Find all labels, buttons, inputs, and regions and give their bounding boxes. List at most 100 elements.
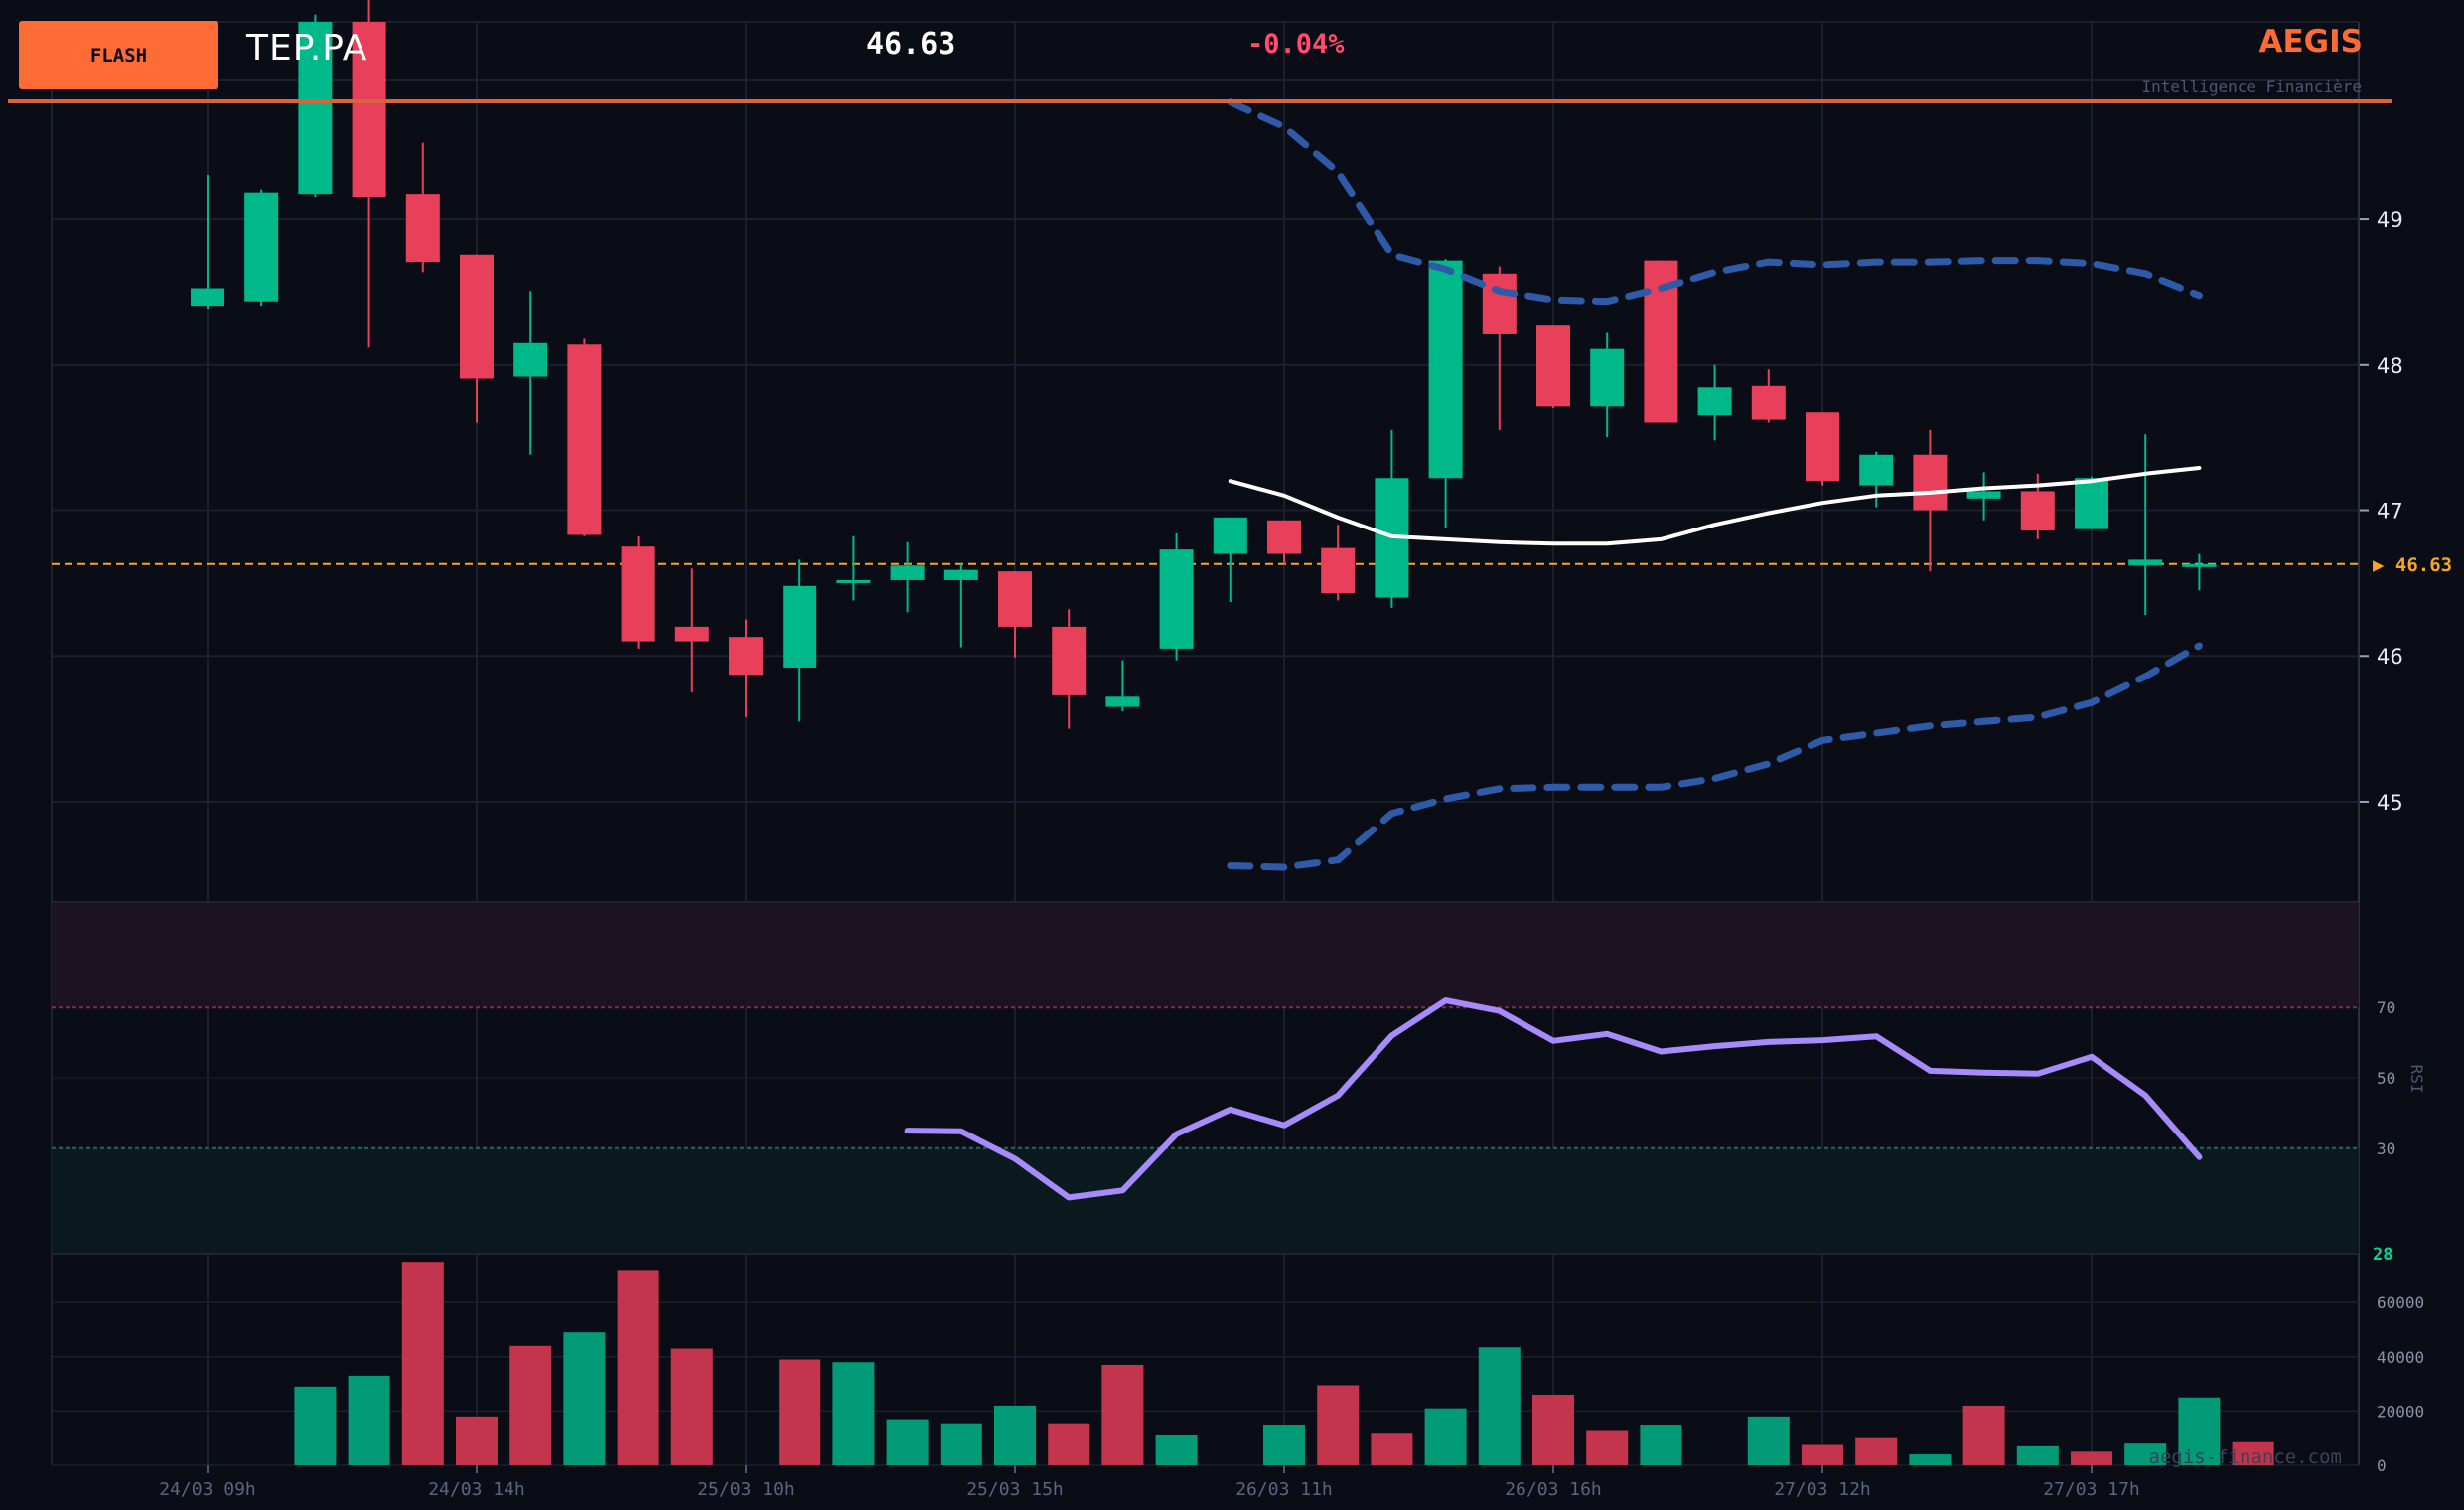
candle-body <box>244 192 279 302</box>
brand-logo: AEGIS <box>2258 24 2363 60</box>
volume-tick-label: 20000 <box>2377 1402 2424 1421</box>
volume-tick-label: 40000 <box>2377 1348 2424 1367</box>
candle-body <box>1913 454 1948 511</box>
candle-body <box>1105 696 1140 707</box>
rsi-tick-label: 30 <box>2377 1139 2395 1158</box>
rsi-last-value: 28 <box>2373 1245 2392 1265</box>
price-tick-label: 45 <box>2377 791 2403 815</box>
candle-body <box>1482 273 1517 334</box>
volume-bar <box>1478 1347 1521 1465</box>
candle-body <box>1806 412 1839 482</box>
candle-body <box>674 626 709 642</box>
volume-bar <box>670 1348 713 1465</box>
x-tick-label: 24/03 14h <box>428 1479 525 1500</box>
volume-bar <box>2178 1397 2221 1465</box>
volume-bar <box>1747 1416 1790 1465</box>
price-tick-label: 49 <box>2377 208 2403 231</box>
bollinger-lower-line <box>1227 642 2203 871</box>
candle-body <box>783 585 817 668</box>
candle-body <box>2075 478 2108 529</box>
volume-bar <box>294 1386 337 1465</box>
price-tick-label: 46 <box>2377 645 2403 669</box>
volume-bar <box>779 1359 821 1465</box>
flash-badge: FLASH <box>19 21 218 89</box>
candle-body <box>836 579 871 583</box>
volume-bar <box>2232 1441 2274 1465</box>
ticker-symbol: TEP.PA <box>246 28 368 69</box>
volume-bar <box>1802 1444 1843 1465</box>
x-tick-label: 25/03 15h <box>966 1479 1064 1500</box>
volume-bar <box>509 1345 552 1465</box>
candle-body <box>352 22 386 198</box>
rsi-tick-label: 50 <box>2377 1069 2395 1088</box>
volume-bar <box>1586 1430 1629 1465</box>
x-tick-label: 24/03 09h <box>159 1479 256 1500</box>
candle-body <box>191 288 224 307</box>
candle-body <box>1697 387 1732 416</box>
candle-body <box>998 571 1032 627</box>
volume-bar <box>1855 1437 1898 1465</box>
rsi-overbought-zone <box>52 902 2359 1008</box>
volume-bar <box>401 1262 444 1465</box>
watermark: aegis-finance.com <box>2149 1446 2342 1468</box>
rsi-line <box>904 997 2203 1201</box>
candle-body <box>460 254 494 379</box>
candle-body <box>1428 260 1463 479</box>
volume-bar <box>2071 1451 2112 1465</box>
price-change: -0.04% <box>1247 29 1345 60</box>
volume-bar <box>1263 1425 1305 1465</box>
candle-body <box>1751 385 1786 420</box>
current-price: 46.63 <box>866 27 956 62</box>
volume-bar <box>1317 1385 1360 1465</box>
volume-bar <box>1640 1425 1682 1465</box>
volume-bar <box>1101 1364 1144 1465</box>
candle-body <box>729 637 763 676</box>
volume-bar <box>1909 1454 1952 1465</box>
volume-bar <box>1155 1434 1198 1465</box>
x-tick-label: 27/03 17h <box>2043 1479 2140 1500</box>
candle-body <box>2182 563 2217 567</box>
rsi-tick-label: 70 <box>2377 998 2395 1017</box>
volume-bar <box>886 1419 929 1465</box>
moving-average-line <box>1228 466 2202 546</box>
candle-body <box>1966 491 2001 499</box>
x-tick-label: 25/03 10h <box>697 1479 795 1500</box>
x-tick-label: 27/03 12h <box>1774 1479 1871 1500</box>
brand-tagline: Intelligence Financière <box>2141 77 2362 96</box>
volume-bar <box>994 1405 1036 1465</box>
candle-body <box>1159 549 1194 649</box>
rsi-oversold-zone <box>52 1147 2359 1254</box>
rsi-axis-label: RSI <box>2407 1065 2426 1094</box>
candle-body <box>1590 348 1625 407</box>
candle-body <box>567 344 602 535</box>
price-tick-label: 47 <box>2377 500 2403 524</box>
volume-bar <box>2124 1443 2167 1465</box>
candle-body <box>298 22 333 195</box>
x-tick-label: 26/03 16h <box>1505 1479 1602 1500</box>
candle-body <box>621 546 655 642</box>
candle-body <box>1321 547 1356 594</box>
volume-tick-label: 0 <box>2377 1456 2387 1475</box>
candle-body <box>1213 517 1247 554</box>
volume-bar <box>617 1270 659 1465</box>
candle-body <box>513 342 548 377</box>
volume-bar <box>2016 1445 2059 1465</box>
candle-body <box>1052 626 1087 695</box>
volume-bar <box>1532 1395 1574 1465</box>
volume-bar <box>832 1362 875 1465</box>
candle-body <box>1536 325 1570 407</box>
price-tick-label: 48 <box>2377 354 2403 378</box>
candle-body <box>405 194 440 263</box>
candle-body <box>1859 454 1894 486</box>
x-tick-label: 26/03 11h <box>1235 1479 1333 1500</box>
candle-body <box>890 565 925 580</box>
volume-bar <box>940 1423 982 1465</box>
candle-body <box>1267 520 1301 554</box>
volume-bar <box>456 1416 498 1465</box>
volume-tick-label: 60000 <box>2377 1293 2424 1312</box>
last-price-label: ▶ 46.63 <box>2373 554 2452 576</box>
candle-body <box>2128 559 2163 566</box>
volume-bar <box>348 1375 390 1465</box>
